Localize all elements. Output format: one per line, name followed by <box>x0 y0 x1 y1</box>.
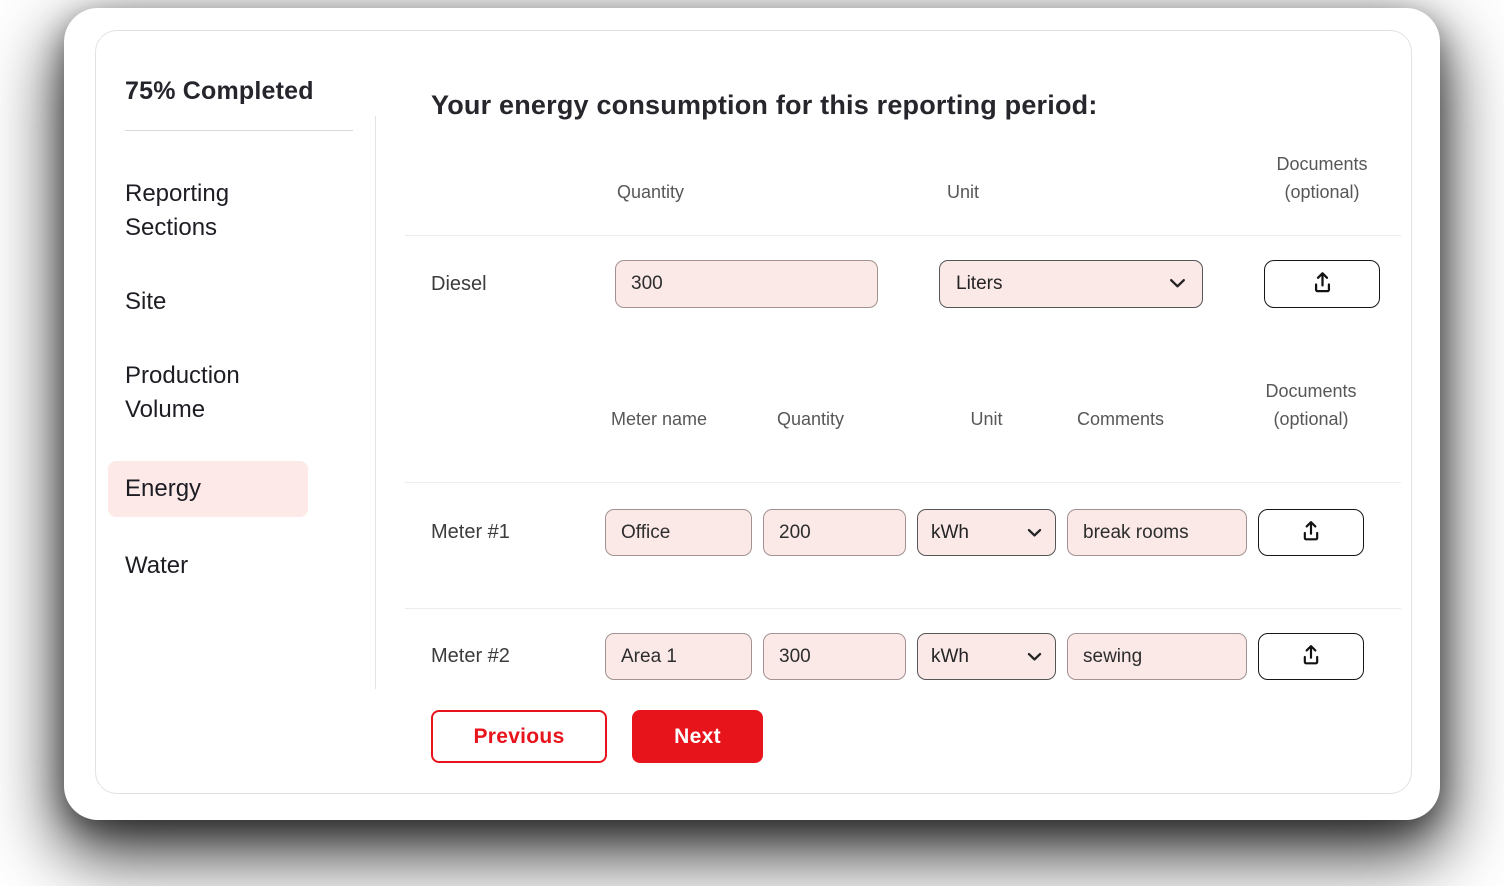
fuel-row-diesel: Diesel Liters <box>431 260 1401 309</box>
sidebar: 75% Completed Reporting Sections Site Pr… <box>96 31 376 793</box>
previous-button[interactable]: Previous <box>431 710 607 763</box>
meter1-quantity-input[interactable] <box>763 509 906 556</box>
meter2-comments-input[interactable] <box>1067 633 1247 680</box>
meter1-name-input[interactable] <box>605 509 752 556</box>
chevron-down-icon <box>1169 273 1186 295</box>
sidebar-nav: Reporting Sections Site Production Volum… <box>108 177 376 584</box>
meter-row-1: Meter #1 kWh <box>431 509 1401 556</box>
sidebar-item-site[interactable]: Site <box>125 288 167 316</box>
meter-header-row: Meter name Quantity Unit Comments Docume… <box>431 378 1401 434</box>
upload-icon <box>1298 642 1324 671</box>
meter-header-comments: Comments <box>1077 409 1165 430</box>
sidebar-divider <box>375 116 376 689</box>
form-actions: Previous Next <box>431 710 1411 763</box>
report-form-card: 75% Completed Reporting Sections Site Pr… <box>64 8 1440 820</box>
meter-row-label: Meter #2 <box>431 645 510 667</box>
fuel-header-row: Quantity Unit Documents (optional) <box>431 151 1401 207</box>
upload-icon <box>1298 518 1324 547</box>
meter2-upload-button[interactable] <box>1258 633 1364 680</box>
meter1-unit-select[interactable]: kWh <box>917 509 1056 556</box>
main-content: Your energy consumption for this reporti… <box>376 31 1411 793</box>
sidebar-item-energy[interactable]: Energy <box>108 461 308 518</box>
diesel-upload-button[interactable] <box>1264 260 1380 309</box>
meter-header-unit: Unit <box>970 409 1003 430</box>
row-divider <box>405 482 1401 483</box>
form-panel: 75% Completed Reporting Sections Site Pr… <box>95 30 1412 794</box>
diesel-unit-value: Liters <box>956 273 1003 295</box>
row-divider <box>405 608 1401 609</box>
meter-header-documents: Documents (optional) <box>1265 381 1357 430</box>
meter1-unit-value: kWh <box>931 521 969 543</box>
meter2-name-input[interactable] <box>605 633 752 680</box>
meter2-quantity-input[interactable] <box>763 633 906 680</box>
chevron-down-icon <box>1027 646 1042 668</box>
row-divider <box>405 235 1401 237</box>
upload-icon <box>1309 269 1336 299</box>
meter1-upload-button[interactable] <box>1258 509 1364 556</box>
next-button[interactable]: Next <box>632 710 763 763</box>
meter1-comments-input[interactable] <box>1067 509 1247 556</box>
meter-header-name: Meter name <box>611 409 708 430</box>
meter2-unit-select[interactable]: kWh <box>917 633 1056 680</box>
chevron-down-icon <box>1027 522 1042 544</box>
sidebar-item-water[interactable]: Water <box>125 552 189 580</box>
diesel-unit-select[interactable]: Liters <box>939 260 1203 309</box>
fuel-header-unit: Unit <box>947 182 980 203</box>
meter-row-2: Meter #2 kWh <box>431 633 1401 680</box>
progress-label: 75% Completed <box>125 77 314 105</box>
page-title: Your energy consumption for this reporti… <box>431 90 1098 120</box>
progress-underline <box>125 130 353 131</box>
meter-header-quantity: Quantity <box>777 409 845 430</box>
fuel-header-documents: Documents (optional) <box>1276 154 1368 203</box>
sidebar-item-reporting-sections[interactable]: Reporting Sections <box>125 180 230 242</box>
meter2-unit-value: kWh <box>931 645 969 667</box>
fuel-header-quantity: Quantity <box>617 182 685 203</box>
meter-row-label: Meter #1 <box>431 521 510 543</box>
fuel-row-label: Diesel <box>431 272 487 295</box>
diesel-quantity-input[interactable] <box>615 260 878 309</box>
sidebar-item-production-volume[interactable]: Production Volume <box>125 362 240 424</box>
